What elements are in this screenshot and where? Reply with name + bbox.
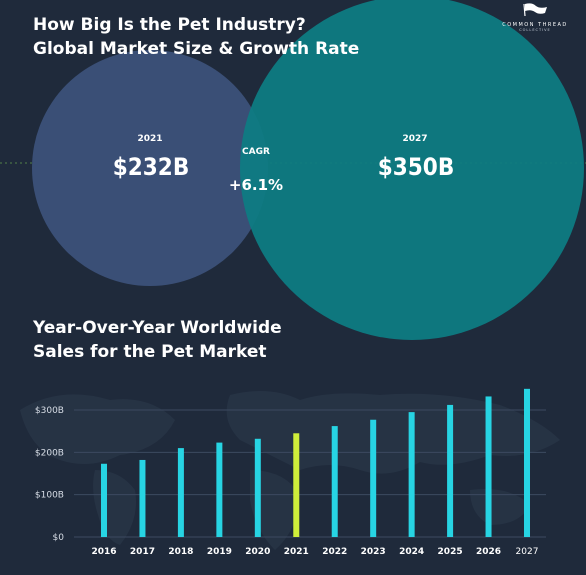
brand-logo: COMMON THREAD COLLECTIVE [500,2,570,32]
logo-sub: COLLECTIVE [519,28,551,32]
x-tick-label: 2024 [399,547,424,557]
x-tick-label: 2022 [322,547,347,557]
bar-2018 [177,448,184,537]
bubble-right-year: 2027 [402,134,427,144]
x-tick-label: 2019 [207,547,232,557]
y-tick-label: $300B [35,406,64,416]
x-tick-label: 2016 [91,547,116,557]
bubble-2027 [240,0,584,340]
bar-2027 [524,388,530,537]
bubble-left-year: 2021 [137,134,162,144]
bubble-2021 [32,50,268,286]
x-tick-label: 2021 [284,547,309,557]
cagr-value: +6.1% [229,176,283,194]
x-tick-label: 2018 [168,547,193,557]
bar-chart: $0 $100B $200B $300B 2016 2017 2018 2019 2020 202… [35,388,546,557]
flag-icon [523,3,547,17]
main-title-line1: How Big Is the Pet Industry? [33,15,306,35]
bubble-left-value: $232B [113,153,190,181]
logo-name: COMMON THREAD [502,22,568,28]
bar-2023 [370,419,377,537]
chart-title: Year-Over-Year Worldwide Sales for the P… [33,316,282,364]
y-tick-label: $200B [35,448,64,458]
bar-2021 [293,433,300,537]
x-tick-label: 2026 [476,547,501,557]
x-tick-label: 2017 [130,547,155,557]
bar-2019 [216,442,223,537]
x-tick-label: 2023 [361,547,386,557]
x-tick-label: 2027 [516,547,539,557]
bar-2025 [447,404,454,537]
cagr-label: CAGR [242,147,270,157]
bar-2020 [254,438,261,537]
y-tick-label: $0 [53,533,65,543]
x-tick-label: 2025 [438,547,463,557]
world-map-background [20,391,560,550]
bar-2022 [331,426,338,537]
bar-2026 [485,396,492,537]
bar-2017 [139,459,146,537]
bubble-right-value: $350B [378,153,455,181]
bar-2024 [408,412,415,537]
main-title-line2: Global Market Size & Growth Rate [33,39,360,59]
y-tick-label: $100B [35,491,64,501]
main-title: How Big Is the Pet Industry? Global Mark… [33,13,359,61]
chart-title-line1: Year-Over-Year Worldwide [33,318,282,338]
bar-2016 [101,463,107,537]
chart-title-line2: Sales for the Pet Market [33,342,267,362]
x-tick-label: 2020 [245,547,270,557]
